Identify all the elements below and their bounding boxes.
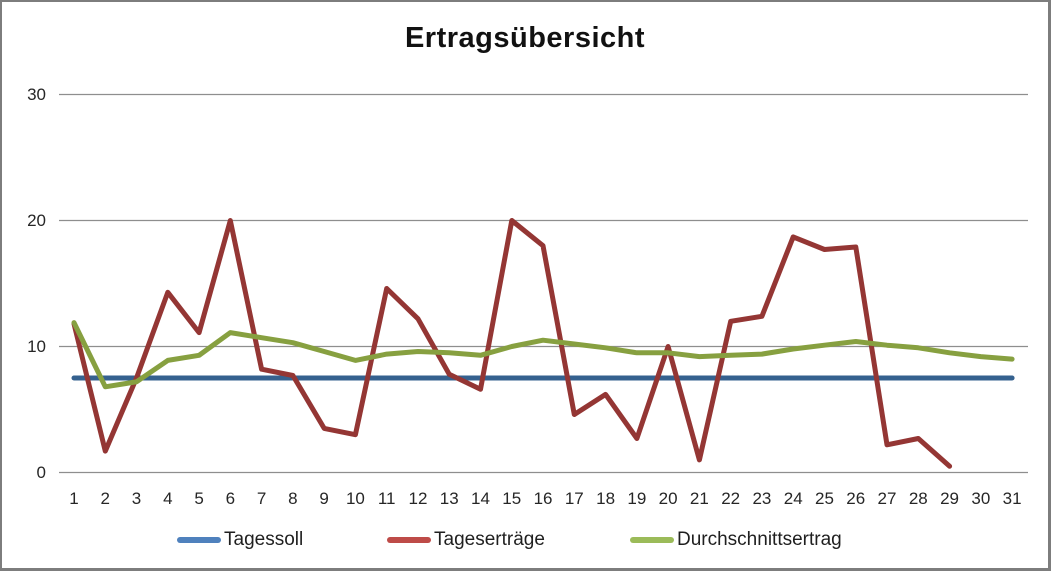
x-tick-label-13: 13 [439,489,459,508]
x-tick-label-10: 10 [345,489,365,508]
x-tick-label-28: 28 [908,489,928,508]
chart-title: Ertragsübersicht [404,22,646,54]
x-tick-label-18: 18 [596,489,616,508]
y-tick-label-10: 10 [27,336,46,356]
x-tick-label-2: 2 [100,489,110,508]
x-tick-label-29: 29 [940,489,959,508]
x-tick-label-6: 6 [225,489,236,508]
legend-item-durchschnittsertrag: Durchschnittsertrag [630,528,842,552]
legend-item-tagessoll: Tagessoll [177,528,303,552]
legend-label: Durchschnittsertrag [677,529,842,550]
y-tick-label-30: 30 [27,84,46,104]
y-tick-label-0: 0 [36,462,46,482]
legend-marker-icon [177,537,221,543]
x-tick-label-15: 15 [502,489,522,508]
x-tick-label-25: 25 [815,489,834,508]
x-tick-label-16: 16 [533,489,553,508]
x-tick-label-17: 17 [564,489,584,508]
x-tick-label-30: 30 [971,489,991,508]
x-tick-label-24: 24 [783,489,803,508]
x-tick-label-1: 1 [69,489,79,508]
x-tick-label-11: 11 [377,489,396,508]
x-tick-label-20: 20 [658,489,678,508]
x-tick-label-4: 4 [163,489,173,508]
x-tick-label-8: 8 [288,489,298,508]
x-tick-label-26: 26 [846,489,866,508]
legend-marker-icon [387,537,431,543]
series-line-durchschnittsertrag [71,320,1015,390]
x-tick-label-14: 14 [471,489,490,508]
x-tick-label-19: 19 [627,489,647,508]
legend-item-tageserträge: Tageserträge [387,528,545,552]
x-tick-label-23: 23 [752,489,772,508]
x-tick-label-5: 5 [194,489,204,508]
legend-label: Tagessoll [224,529,304,550]
series-line-tageserträge [71,218,953,469]
x-tick-label-7: 7 [256,489,267,508]
x-tick-label-22: 22 [721,489,741,508]
legend-marker-icon [630,537,674,543]
x-tick-label-3: 3 [131,489,142,508]
legend-label: Tageserträge [434,529,545,550]
x-tick-label-27: 27 [877,489,897,508]
x-tick-label-12: 12 [408,489,428,508]
y-tick-label-20: 20 [27,210,46,230]
x-tick-label-9: 9 [319,489,329,508]
x-tick-label-31: 31 [1002,489,1022,508]
x-tick-label-21: 21 [689,489,709,508]
